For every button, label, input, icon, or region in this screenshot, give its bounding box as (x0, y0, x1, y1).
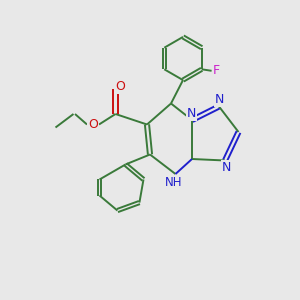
Text: N: N (187, 107, 196, 120)
Text: O: O (88, 118, 98, 131)
Text: NH: NH (165, 176, 183, 190)
Text: N: N (222, 160, 231, 174)
Text: F: F (213, 64, 220, 77)
Text: O: O (115, 80, 125, 94)
Text: N: N (214, 93, 224, 106)
